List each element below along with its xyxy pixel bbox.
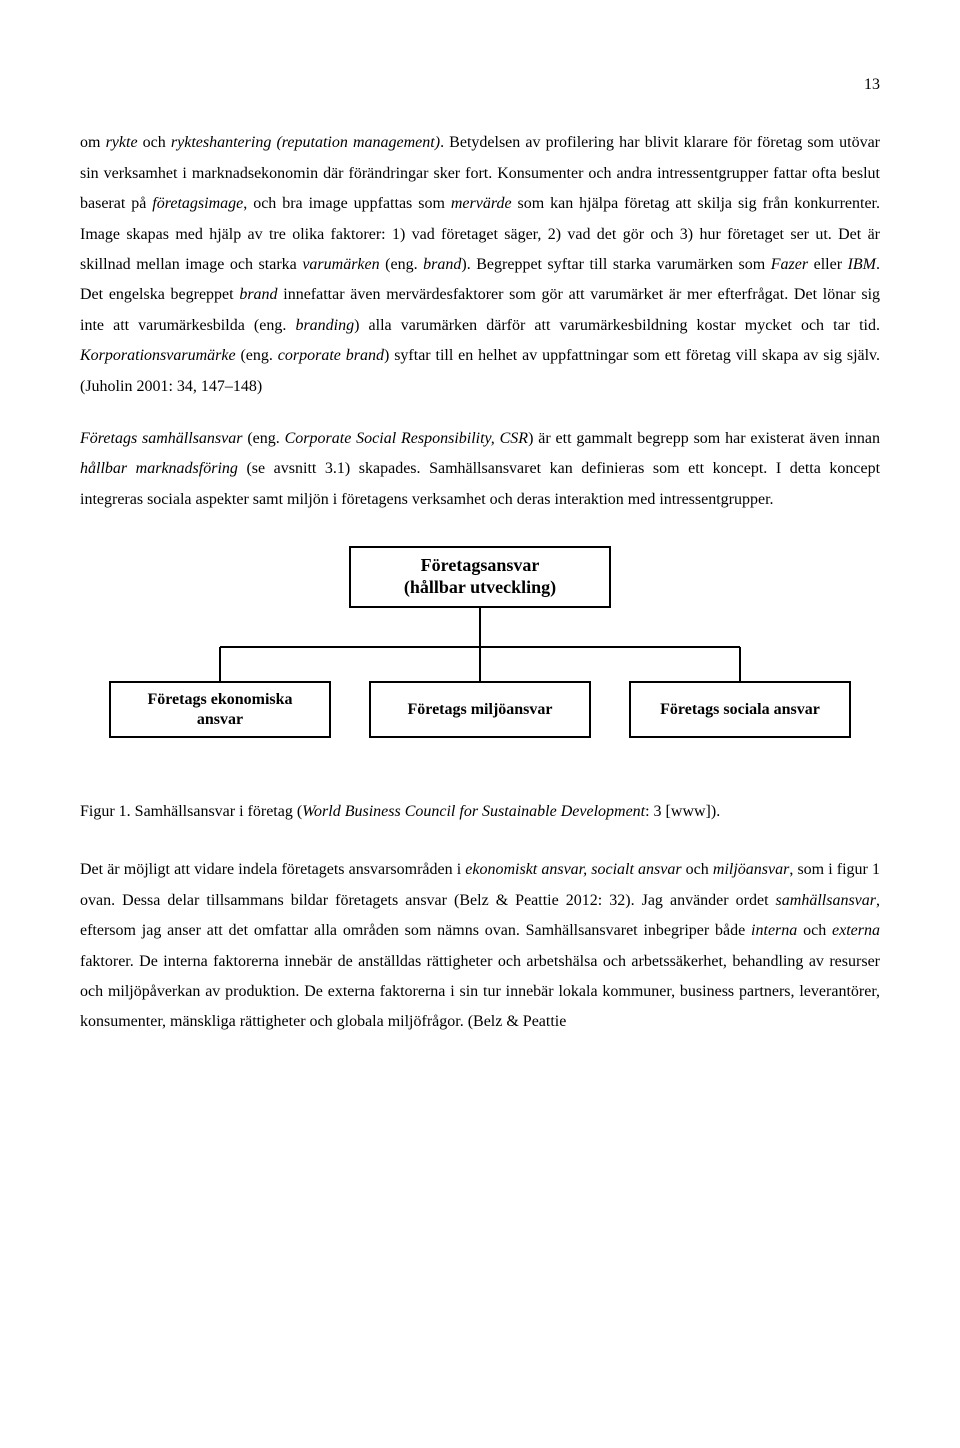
- paragraph-3: Det är möjligt att vidare indela företag…: [80, 855, 880, 1037]
- svg-text:ansvar: ansvar: [197, 711, 243, 728]
- csr-diagram: Företagsansvar(hållbar utveckling) Företa…: [80, 537, 880, 767]
- paragraph-1: om rykte och rykteshantering (reputation…: [80, 128, 880, 402]
- svg-text:Företagsansvar: Företagsansvar: [421, 555, 540, 575]
- svg-text:(hållbar utveckling): (hållbar utveckling): [404, 577, 556, 598]
- tree-diagram-svg: Företagsansvar(hållbar utveckling) Företa…: [100, 537, 860, 767]
- svg-text:Företags miljöansvar: Företags miljöansvar: [407, 701, 552, 718]
- svg-text:Företags ekonomiska: Företags ekonomiska: [147, 691, 292, 708]
- paragraph-2: Företags samhällsansvar (eng. Corporate …: [80, 424, 880, 515]
- figure-caption: Figur 1. Samhällsansvar i företag (World…: [80, 797, 880, 827]
- page-number: 13: [80, 70, 880, 100]
- svg-text:Företags sociala ansvar: Företags sociala ansvar: [660, 701, 820, 718]
